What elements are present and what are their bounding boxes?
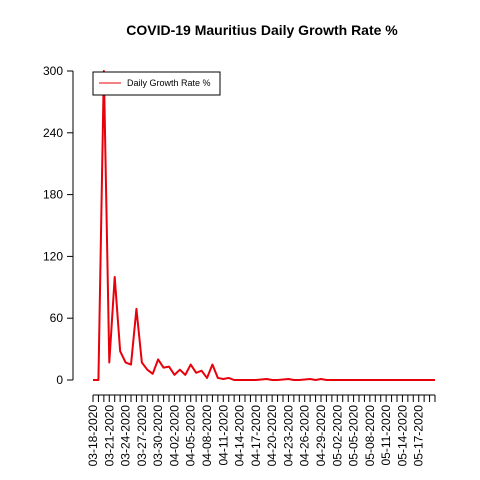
y-tick-label: 300 [43,64,63,78]
x-tick-label: 05-14-2020 [395,405,409,467]
y-tick-label: 60 [50,311,64,325]
x-tick-label: 03-21-2020 [102,405,116,467]
chart-title: COVID-19 Mauritius Daily Growth Rate % [126,22,398,38]
x-tick-label: 04-20-2020 [265,405,279,467]
x-tick-label: 05-08-2020 [363,405,377,467]
y-tick-label: 0 [56,373,63,387]
legend-label: Daily Growth Rate % [127,78,211,88]
x-tick-label: 04-02-2020 [167,405,181,467]
x-tick-label: 04-23-2020 [281,405,295,467]
x-tick-label: 03-30-2020 [151,405,165,467]
x-tick-label: 03-24-2020 [119,405,133,467]
y-axis: 0 60 120 180 240 300 [43,64,74,387]
x-tick-label: 04-05-2020 [184,405,198,467]
legend-box [92,71,221,96]
x-tick-label: 05-05-2020 [347,405,361,467]
y-tick-label: 120 [43,249,63,263]
x-tick-label: 05-02-2020 [330,405,344,467]
x-tick-label: 03-18-2020 [86,405,100,467]
series-line [93,70,435,381]
plot-area [93,70,435,381]
x-tick-label: 04-26-2020 [298,405,312,467]
y-tick-label: 240 [43,126,63,140]
x-axis: 03-18-2020 03-21-2020 03-24-2020 03-27-2020… [86,394,436,467]
y-tick-label: 180 [43,188,63,202]
x-tick-label: 05-11-2020 [379,405,393,466]
legend: Daily Growth Rate % [92,71,221,96]
x-tick-label: 04-29-2020 [314,405,328,467]
x-tick-label: 04-14-2020 [233,405,247,467]
x-tick-label: 04-11-2020 [216,405,230,466]
x-tick-label: 03-27-2020 [135,405,149,467]
x-tick-label: 04-17-2020 [249,405,263,467]
x-tick-label: 05-17-2020 [412,405,426,467]
x-tick-label: 04-08-2020 [200,405,214,467]
